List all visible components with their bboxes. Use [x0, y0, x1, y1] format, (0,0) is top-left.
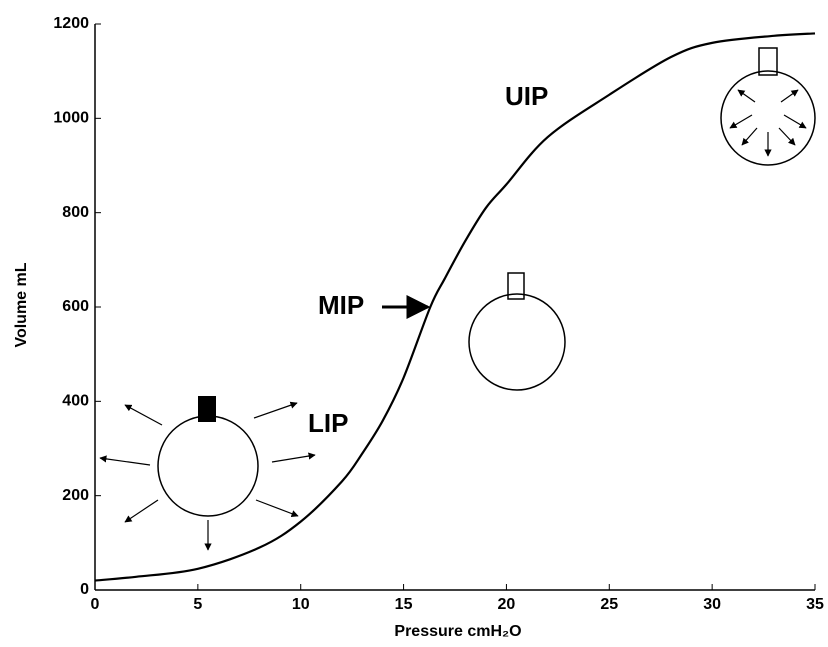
x-tick-label: 20	[498, 596, 516, 613]
x-tick-label: 15	[395, 596, 413, 613]
y-tick-label: 400	[62, 393, 89, 410]
x-axis-label: Pressure cmH₂O	[394, 623, 521, 640]
lung-illustration-high	[720, 47, 816, 166]
y-axis-label: Volume mL	[13, 262, 30, 347]
lung-illustration-low	[99, 396, 316, 551]
y-tick-label: 800	[62, 204, 89, 221]
curve	[94, 32, 816, 582]
x-tick-label: 35	[806, 596, 824, 613]
x-tick-label: 10	[292, 596, 310, 613]
y-tick-label: 600	[62, 298, 89, 315]
x-tick-label: 5	[193, 596, 202, 613]
y-tick-label: 200	[62, 487, 89, 504]
y-tick-label: 1200	[53, 15, 89, 32]
x-tick-label: 25	[600, 596, 618, 613]
lung-illustration-mid	[468, 272, 566, 391]
y-tick-label: 0	[80, 581, 89, 598]
annotation: UIP	[505, 81, 548, 111]
x-tick-label: 30	[703, 596, 721, 613]
y-tick-label: 1000	[53, 110, 89, 127]
annotation: MIP	[318, 290, 364, 320]
x-tick-label: 0	[91, 596, 100, 613]
annotation: LIP	[308, 408, 348, 438]
